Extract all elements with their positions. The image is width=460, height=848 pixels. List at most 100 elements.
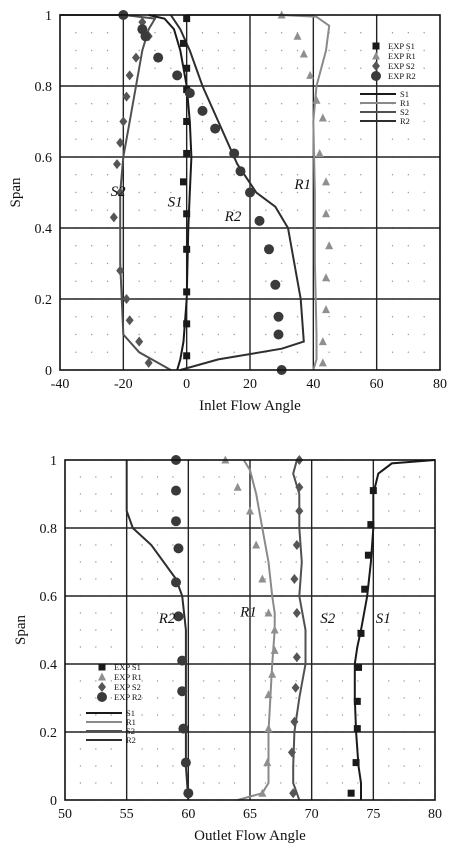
grid-dot (90, 103, 93, 105)
data-point-exp-s1 (353, 697, 361, 705)
grid-dot (218, 697, 220, 699)
grid-dot (154, 351, 156, 353)
series-lines (60, 14, 331, 371)
grid-dot (95, 476, 97, 478)
grid-dot (407, 103, 410, 105)
grid-dot (295, 476, 297, 478)
data-point-exp-r1 (233, 482, 242, 491)
grid-dot (423, 174, 425, 176)
legend-label: EXP R1 (114, 672, 142, 682)
grid-dot (341, 765, 344, 767)
grid-dot (264, 561, 267, 563)
plot-frame (64, 459, 436, 801)
grid-dot (341, 697, 344, 699)
grid-dot (110, 476, 112, 478)
grid-dot (403, 612, 405, 614)
grid-dot (233, 262, 235, 265)
grid-dot (326, 646, 328, 648)
grid-dot (296, 191, 299, 194)
grid-dot (90, 316, 93, 318)
grid-dot (106, 245, 109, 247)
data-point-exp-s1 (352, 759, 360, 767)
grid-dot (154, 32, 156, 34)
grid-dot (391, 351, 394, 353)
grid-dot (75, 333, 77, 336)
grid-dot (233, 120, 235, 123)
grid-dot (156, 578, 159, 580)
grid-dot (156, 680, 159, 682)
grid-dot (138, 209, 140, 211)
grid-dot (418, 714, 421, 716)
grid-dot (280, 476, 282, 478)
grid-dot (391, 209, 394, 211)
grid-dot (407, 191, 410, 194)
grid-dot (296, 49, 299, 52)
data-point-exp-s1 (183, 64, 191, 72)
grid-dot (138, 138, 140, 140)
data-point-exp-s2 (125, 70, 134, 81)
grid-dot (423, 209, 425, 211)
grid-dot (280, 49, 283, 52)
grid-dot (360, 245, 362, 247)
grid-dot (326, 544, 328, 546)
grid-dot (203, 697, 205, 699)
grid-dot (110, 765, 112, 767)
data-point-exp-s1 (183, 288, 191, 296)
data-point-exp-r2 (254, 215, 265, 226)
grid-dot (418, 578, 421, 580)
grid-dot (264, 510, 267, 512)
grid-dot (328, 191, 330, 194)
grid-dot (203, 680, 205, 682)
grid-dot (265, 209, 267, 211)
curve-annotation-r2: R2 (158, 611, 176, 627)
x-tick-label: 70 (305, 807, 319, 822)
grid-dot (110, 629, 112, 631)
legend-label: EXP S2 (114, 682, 141, 692)
data-point-exp-r2 (245, 187, 255, 198)
data-point-exp-r1 (318, 337, 327, 346)
data-point-exp-r2 (177, 655, 188, 666)
grid-dot (106, 333, 109, 336)
grid-dot (403, 646, 405, 648)
grid-dot (75, 49, 77, 52)
grid-dot (95, 561, 97, 563)
grid-dot (154, 49, 156, 52)
grid-dot (141, 782, 143, 784)
grid-dot (388, 629, 390, 631)
data-point-exp-r1 (322, 177, 330, 186)
grid-dot (357, 493, 359, 495)
grid-dot (357, 680, 359, 682)
data-point-exp-r2 (229, 148, 240, 159)
grid-dot (344, 245, 346, 247)
grid-dot (90, 191, 93, 194)
grid-dot (341, 544, 344, 546)
grid-dot (172, 646, 174, 648)
grid-dot (280, 351, 283, 353)
curve-annotation-r2: R2 (224, 209, 242, 225)
grid-dot (233, 209, 235, 211)
grid-dot (172, 782, 174, 784)
grid-dot (407, 120, 410, 123)
grid-dot (341, 578, 344, 580)
grid-dot (233, 67, 235, 69)
grid-dot (280, 103, 283, 105)
y-tick-label: 0.6 (35, 151, 53, 166)
data-point-exp-s2 (292, 652, 301, 663)
grid-dot (233, 245, 235, 247)
grid-dot (106, 351, 109, 353)
grid-dot (110, 510, 112, 512)
grid-dot (341, 748, 344, 750)
grid-dot (407, 138, 410, 140)
grid-dot (280, 262, 283, 265)
grid-dot (154, 174, 156, 176)
legend-label: EXP R2 (114, 692, 142, 702)
grid-dot (217, 333, 220, 336)
grid-dot (217, 191, 220, 194)
grid-dot (360, 138, 362, 140)
grid-dot (233, 191, 235, 194)
grid-dot (233, 32, 235, 34)
grid-dot (79, 680, 82, 682)
grid-dot (357, 578, 359, 580)
legend-label: R1 (400, 98, 410, 108)
data-point-exp-r2 (183, 788, 194, 799)
